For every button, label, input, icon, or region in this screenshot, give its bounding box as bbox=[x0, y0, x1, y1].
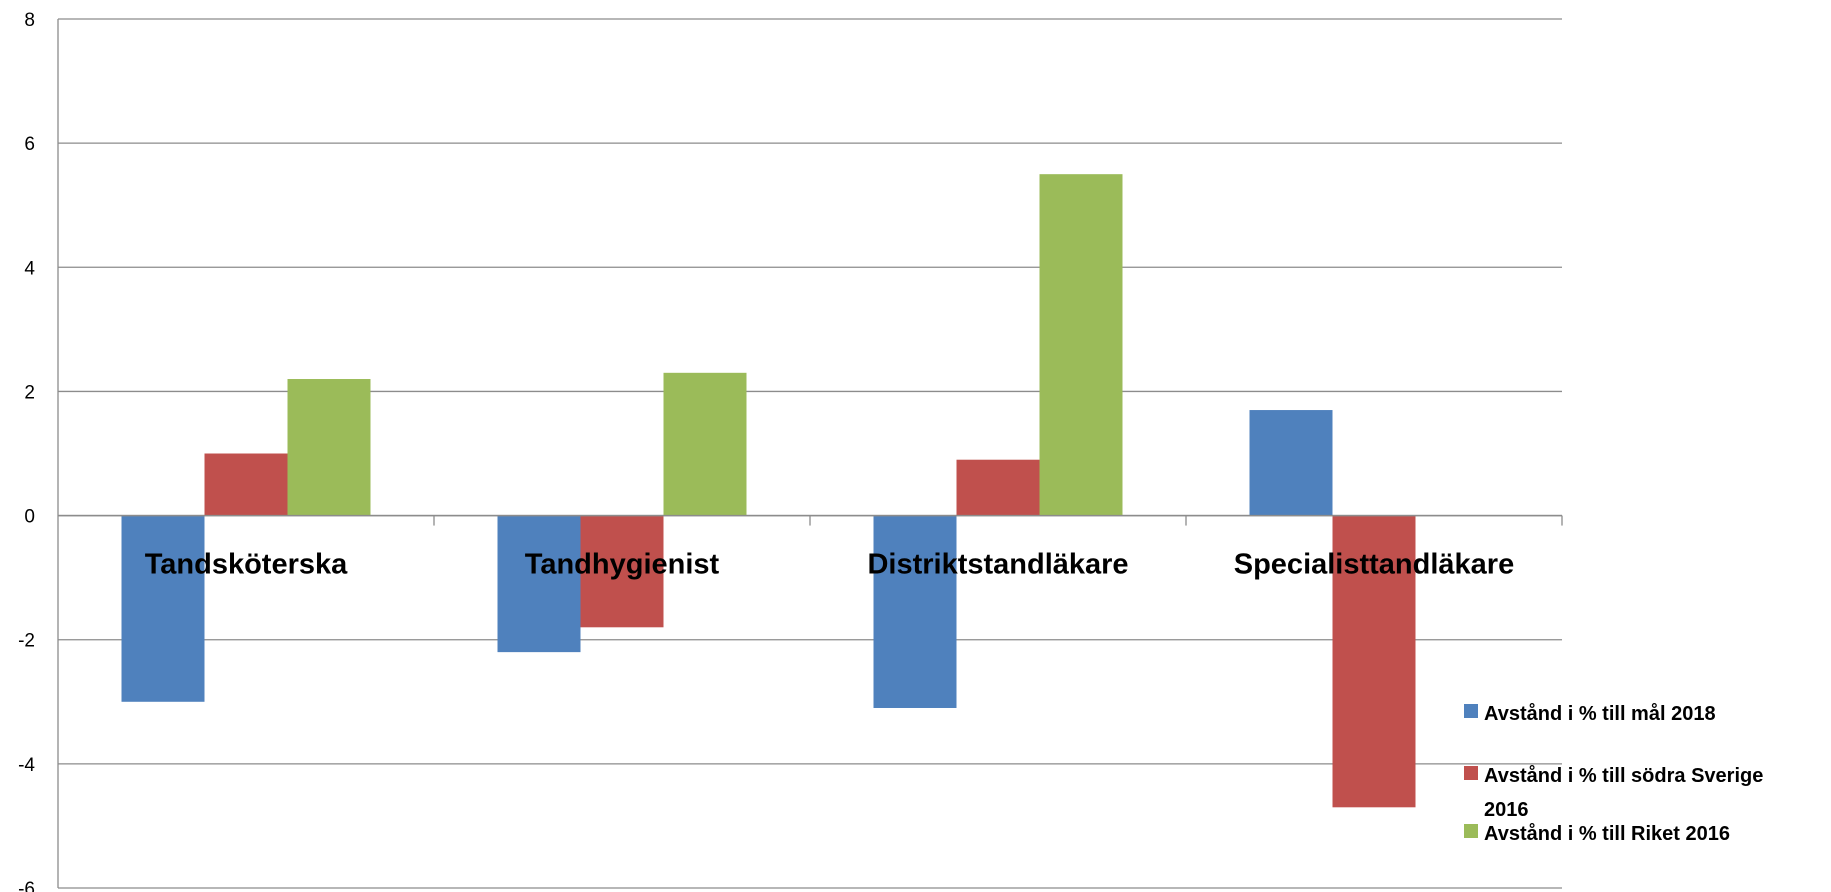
bar-2-1 bbox=[204, 453, 288, 516]
bar-3-1 bbox=[287, 379, 371, 516]
bar-1-2 bbox=[497, 515, 581, 653]
category-labels: Tandsköterska Tandhygienist Distriktstandl… bbox=[145, 549, 1515, 581]
category-label: Specialisttandläkare bbox=[1234, 549, 1514, 581]
legend-label: Avstånd i % till Riket 2016 bbox=[1484, 822, 1730, 845]
y-tick-label: -2 bbox=[18, 631, 35, 652]
legend-swatch bbox=[1464, 704, 1478, 718]
y-tick-label: 2 bbox=[24, 382, 35, 403]
bar-2-3 bbox=[956, 459, 1040, 516]
legend-label: Avstånd i % till mål 2018 bbox=[1484, 702, 1716, 725]
legend-label: Avstånd i % till södra Sverige 2016 bbox=[1484, 764, 1763, 821]
y-tick-label: 4 bbox=[24, 258, 35, 279]
y-tick-label: -6 bbox=[18, 879, 35, 892]
category-label: Tandhygienist bbox=[525, 549, 720, 581]
bar-1-3 bbox=[873, 515, 957, 708]
bar-3-3 bbox=[1039, 174, 1123, 516]
y-tick-label: -4 bbox=[18, 755, 35, 776]
bars bbox=[121, 174, 1416, 808]
legend-swatch bbox=[1464, 766, 1478, 780]
bar-1-1 bbox=[121, 515, 205, 702]
category-label: Tandsköterska bbox=[145, 549, 348, 581]
axes bbox=[57, 19, 1563, 888]
bar-2-4 bbox=[1332, 515, 1416, 808]
y-axis-ticks: -6 -4 -2 0 2 4 6 8 bbox=[18, 10, 35, 892]
y-tick-label: 8 bbox=[24, 10, 35, 31]
category-label: Distriktstandläkare bbox=[867, 549, 1128, 581]
legend: Avstånd i % till mål 2018 Avstånd i % til… bbox=[1464, 702, 1763, 845]
y-tick-label: 6 bbox=[24, 134, 35, 155]
bar-3-2 bbox=[663, 372, 747, 516]
legend-swatch bbox=[1464, 824, 1478, 838]
y-tick-label: 0 bbox=[24, 507, 35, 528]
bar-2-2 bbox=[580, 515, 664, 628]
bar-1-4 bbox=[1249, 410, 1333, 516]
